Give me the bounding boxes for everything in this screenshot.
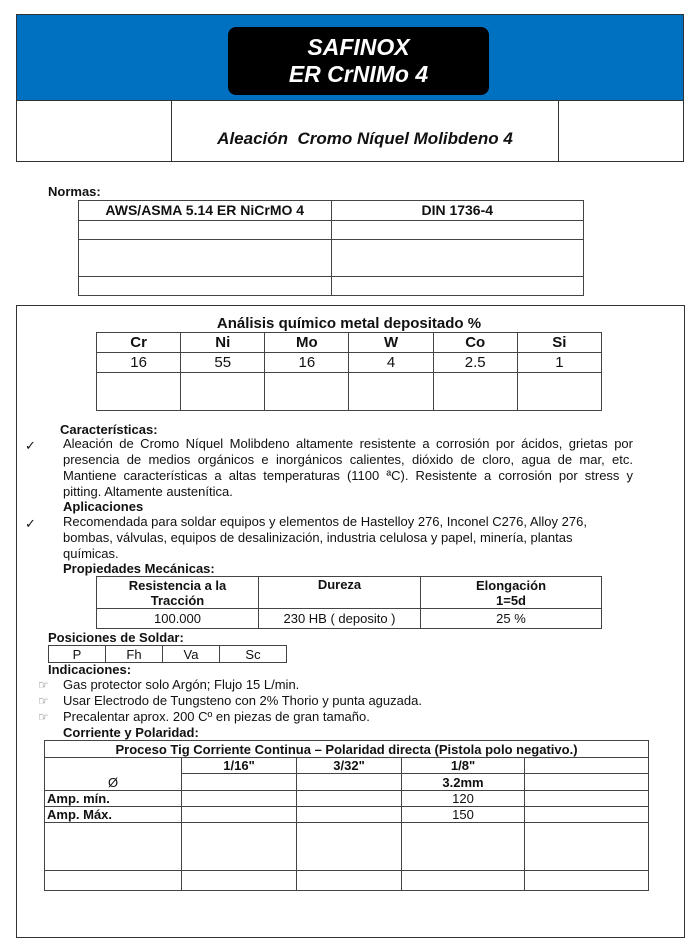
posicion: Sc [219,645,287,663]
corriente-label: Corriente y Polaridad: [63,725,199,740]
amp-max [296,806,402,823]
element-header: Cr [95,332,182,353]
element-value: 2.5 [432,352,518,373]
size-inch: 1/16" [181,757,297,774]
normas-cell [78,276,332,296]
empty-cell [264,372,350,411]
check-icon: ✓ [25,516,36,531]
empty-cell [348,372,434,411]
amp-min [524,790,649,807]
normas-cell [330,220,584,240]
empty-cell [401,822,525,871]
analisis-table: Cr Ni Mo W Co Si 16 55 16 4 2.5 1 [95,332,603,411]
amp-max [524,806,649,823]
pointing-hand-icon: ☞ [38,694,49,708]
empty-cell [44,870,182,891]
normas-table: AWS/ASMA 5.14 ER NiCrMO 4 DIN 1736-4 [78,200,584,296]
empty-cell [524,822,649,871]
check-icon: ✓ [25,438,36,453]
mech-header: Resistencia a la Tracción [96,576,259,609]
diameter-cell: Ø [44,757,182,791]
amp-max [181,806,297,823]
indicaciones-label: Indicaciones: [48,662,132,677]
subtitle: Aleación Cromo Níquel Molibdeno 4 [217,129,513,148]
mech-value: 25 % [420,608,602,629]
empty-cell [296,822,402,871]
empty-cell [95,372,182,411]
element-value: 16 [264,352,350,373]
element-header: Si [516,332,603,353]
mech-value: 230 HB ( deposito ) [258,608,421,629]
mech-header: Dureza [258,576,421,609]
pointing-hand-icon: ☞ [38,678,49,692]
empty-cell [181,870,297,891]
amp-min [181,790,297,807]
aplicaciones-label: Aplicaciones [63,499,144,514]
size-mm [296,773,402,791]
norma-din: DIN 1736-4 [330,200,584,221]
normas-label: Normas: [48,184,101,199]
mech-header: Elongación 1=5d [420,576,602,609]
normas-cell [78,220,332,240]
normas-cell [330,239,584,277]
amp-max-label: Amp. Máx. [44,806,182,823]
element-value: 55 [180,352,266,373]
size-inch: 1/8" [401,757,525,774]
brand-name: SAFINOX [307,34,410,60]
caracteristicas-label: Características: [60,422,158,437]
product-name: ER CrNIMo 4 [288,61,429,87]
empty-cell [296,870,402,891]
element-header: Mo [264,332,350,353]
empty-cell [44,822,182,871]
caracteristicas-text: Aleación de Cromo Níquel Molibdeno altam… [63,436,633,499]
header-row-left [16,100,172,162]
header-row-middle: Aleación Cromo Níquel Molibdeno 4 [171,100,559,162]
empty-cell [524,870,649,891]
amp-min: 120 [401,790,525,807]
analisis-title: Análisis químico metal depositado % [216,315,482,332]
posicion: P [48,645,106,663]
size-inch: 3/32" [296,757,402,774]
empty-cell [180,372,266,411]
posiciones-table: P Fh Va Sc [48,645,287,663]
posicion: Fh [105,645,163,663]
corriente-title: Proceso Tig Corriente Continua – Polarid… [44,740,649,758]
posiciones-label: Posiciones de Soldar: [48,630,184,645]
size-mm [524,773,649,791]
amp-min-label: Amp. mín. [44,790,182,807]
element-header: W [348,332,434,353]
posicion: Va [162,645,220,663]
indicacion: Precalentar aprox. 200 Cº en piezas de g… [63,709,370,724]
aplicaciones-text: Recomendada para soldar equipos y elemen… [63,514,587,561]
diameter-icon: Ø [107,775,119,790]
element-value: 1 [516,352,603,373]
amp-min [296,790,402,807]
element-header: Ni [180,332,266,353]
empty-cell [401,870,525,891]
element-value: 4 [348,352,434,373]
mech-value: 100.000 [96,608,259,629]
indicacion: Usar Electrodo de Tungsteno con 2% Thori… [63,693,422,708]
size-inch [524,757,649,774]
size-mm [181,773,297,791]
empty-cell [432,372,518,411]
norma-aws: AWS/ASMA 5.14 ER NiCrMO 4 [78,200,332,221]
main-section [16,305,685,938]
indicacion: Gas protector solo Argón; Flujo 15 L/min… [63,677,300,692]
size-mm: 3.2mm [401,773,525,791]
mecanicas-label: Propiedades Mecánicas: [63,561,215,576]
product-badge: SAFINOX ER CrNIMo 4 [228,27,489,95]
pointing-hand-icon: ☞ [38,710,49,724]
element-header: Co [432,332,518,353]
corriente-table: Proceso Tig Corriente Continua – Polarid… [44,740,649,891]
empty-cell [516,372,603,411]
normas-cell [330,276,584,296]
mecanicas-table: Resistencia a la Tracción Dureza Elongac… [96,576,602,629]
element-value: 16 [95,352,182,373]
amp-max: 150 [401,806,525,823]
header-row-right [558,100,684,162]
normas-cell [78,239,332,277]
empty-cell [181,822,297,871]
